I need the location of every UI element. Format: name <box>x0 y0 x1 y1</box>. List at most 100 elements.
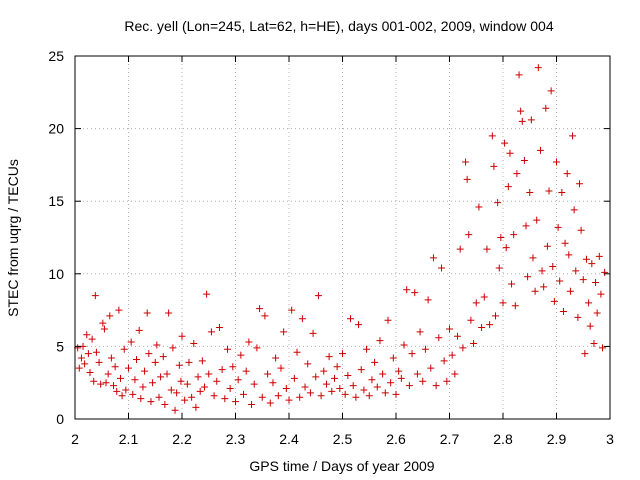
data-point <box>357 366 365 374</box>
data-point <box>171 406 179 414</box>
data-point <box>518 117 526 125</box>
data-point <box>314 292 322 300</box>
data-point <box>601 268 609 276</box>
data-point <box>506 149 514 157</box>
axis-ticks <box>74 55 611 420</box>
data-point <box>169 344 177 352</box>
data-point <box>405 382 413 390</box>
data-point <box>194 373 202 381</box>
data-point <box>159 353 167 361</box>
data-point <box>210 392 218 400</box>
data-point <box>478 324 486 332</box>
data-point <box>435 334 443 342</box>
x-tick-label: 2.9 <box>547 431 567 447</box>
data-point <box>586 322 594 330</box>
data-point <box>277 364 285 372</box>
data-point <box>576 180 584 188</box>
data-point <box>403 286 411 294</box>
data-point <box>554 223 562 231</box>
data-point <box>280 328 288 336</box>
data-point <box>248 400 256 408</box>
data-point <box>517 107 525 115</box>
data-point <box>167 386 175 394</box>
data-point <box>545 187 553 195</box>
data-point <box>588 260 596 268</box>
data-point <box>328 387 336 395</box>
data-point <box>285 396 293 404</box>
data-point <box>397 374 405 382</box>
y-tick-label: 20 <box>48 121 64 137</box>
data-point <box>376 337 384 345</box>
data-point <box>360 386 368 394</box>
data-point <box>368 376 376 384</box>
data-point <box>574 313 582 321</box>
data-point <box>137 395 145 403</box>
data-point <box>104 370 112 378</box>
data-point <box>99 319 107 327</box>
data-point <box>579 276 587 284</box>
data-point <box>527 116 535 124</box>
data-point <box>111 363 119 371</box>
data-point <box>513 170 521 178</box>
x-tick-label: 2.5 <box>333 431 353 447</box>
data-point <box>131 376 139 384</box>
data-point <box>497 234 505 241</box>
data-point <box>301 383 309 391</box>
data-point <box>242 367 250 375</box>
data-point <box>100 325 108 333</box>
data-point <box>77 354 85 362</box>
data-point <box>463 175 471 183</box>
data-point <box>411 289 419 297</box>
data-point <box>392 390 400 398</box>
data-point <box>264 370 272 378</box>
data-point <box>240 390 248 398</box>
x-tick-label: 2.6 <box>386 431 406 447</box>
data-point <box>151 358 159 366</box>
data-point <box>529 254 537 262</box>
data-point <box>553 158 560 166</box>
data-point <box>508 280 516 288</box>
data-point <box>274 392 282 400</box>
data-point <box>226 385 234 393</box>
data-point <box>563 170 571 178</box>
data-point <box>106 312 114 320</box>
data-point <box>298 315 306 323</box>
data-point <box>322 380 330 388</box>
x-tick-label: 2.8 <box>493 431 513 447</box>
data-point <box>336 385 344 393</box>
data-point <box>133 355 141 363</box>
data-point <box>344 371 352 379</box>
data-point <box>234 376 242 384</box>
data-point <box>250 380 258 388</box>
data-point <box>266 399 274 407</box>
data-point <box>352 393 360 401</box>
data-point <box>258 393 266 401</box>
data-point <box>325 353 333 361</box>
data-point <box>205 370 213 378</box>
data-point <box>309 329 317 337</box>
data-point <box>245 338 253 346</box>
data-point <box>389 354 397 362</box>
data-point <box>440 357 448 365</box>
data-point <box>293 348 301 356</box>
data-point <box>290 374 298 382</box>
data-point <box>542 104 550 112</box>
data-point <box>427 364 435 372</box>
data-point <box>147 398 155 406</box>
data-point <box>221 395 229 403</box>
data-point <box>97 380 105 388</box>
data-point <box>566 287 574 295</box>
x-tick-label: 2.1 <box>119 431 139 447</box>
data-point <box>381 389 389 397</box>
data-point <box>572 267 580 275</box>
data-point <box>459 344 467 352</box>
data-point <box>558 188 566 196</box>
y-tick-label: 5 <box>56 338 64 354</box>
data-point <box>181 396 189 404</box>
data-point <box>282 385 290 393</box>
data-point <box>556 277 564 285</box>
data-point <box>424 296 432 304</box>
data-point <box>504 183 512 191</box>
data-point <box>561 239 569 247</box>
data-point <box>595 252 603 260</box>
